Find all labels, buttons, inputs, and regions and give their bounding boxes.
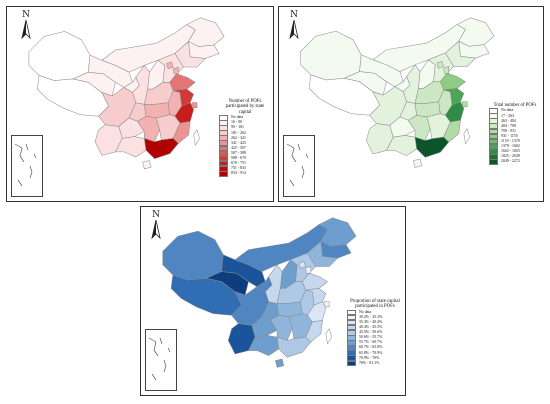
- legend-swatch: [347, 360, 356, 367]
- legend-label: 484 - 708: [501, 123, 516, 128]
- south-china-sea-inset: [145, 329, 177, 391]
- province-shanghai: [191, 102, 198, 109]
- legend-label: 341 - 425: [231, 140, 246, 145]
- legend-label: 90 - 181: [231, 125, 244, 130]
- province-gansu: [221, 254, 266, 287]
- province-shanghai: [323, 301, 330, 308]
- province-beijing: [298, 261, 306, 269]
- province-xinjiang: [162, 230, 224, 281]
- province-guangxi: [115, 136, 147, 158]
- legend-item: 76% - 81.1%: [347, 360, 403, 367]
- legend-title: Number of POFs participated by state cap…: [225, 99, 265, 115]
- legend-label: 262 - 341: [231, 135, 246, 140]
- legend-label: 931 - 1155: [501, 133, 518, 138]
- legend-label: 1155 - 1378: [501, 138, 520, 143]
- legend-label: 1378 - 1602: [501, 144, 520, 149]
- province-shanghai: [461, 101, 468, 108]
- province-fujian: [305, 320, 323, 343]
- legend-label: 35.3% - 40.4%: [359, 320, 383, 324]
- province-taiwan: [325, 328, 332, 345]
- legend-label: 76% - 81.1%: [359, 360, 380, 365]
- legend-label: 1825 - 2049: [501, 154, 520, 159]
- legend-item: 2049 - 2272: [489, 159, 541, 165]
- legend-label: 751 - 833: [231, 166, 246, 171]
- south-china-sea-inset: [283, 135, 315, 197]
- legend-label: 833 - 914: [231, 171, 246, 176]
- legend-label: 17 - 263: [501, 113, 514, 118]
- province-hainan: [413, 158, 423, 168]
- province-xinjiang: [300, 30, 362, 81]
- legend-label: 425 - 507: [231, 145, 246, 150]
- province-fujian: [172, 121, 191, 144]
- china-province-map: [28, 17, 225, 170]
- legend-label: 181 - 262: [231, 130, 246, 135]
- legend-label: 670 - 751: [231, 161, 246, 166]
- legend-label: 55.7% - 60.7%: [359, 340, 383, 345]
- legend-title: Proportion of state capital participated…: [350, 299, 400, 310]
- legend: Proportion of state capital participated…: [347, 299, 403, 367]
- province-beijing: [436, 61, 444, 69]
- province-tianjin: [305, 266, 311, 274]
- province-hainan: [275, 358, 285, 368]
- legend-label: 2049 - 2272: [501, 159, 520, 164]
- legend-label: 16 - 90: [231, 120, 243, 125]
- province-taiwan: [193, 129, 200, 146]
- province-gansu: [359, 54, 404, 87]
- province-guangdong: [276, 336, 312, 358]
- legend-label: 263 - 484: [501, 118, 516, 123]
- legend-title: Total number of POFs: [493, 103, 537, 108]
- province-taiwan: [463, 128, 470, 145]
- legend-label: 65.8% - 70.9%: [359, 350, 383, 355]
- legend-item: 833 - 914: [219, 171, 271, 177]
- north-arrow-icon: N: [21, 11, 31, 43]
- legend-label: 50.6% - 55.7%: [359, 335, 383, 340]
- province-beijing: [166, 61, 174, 70]
- province-guangxi: [248, 335, 280, 356]
- legend-label: 507 - 588: [231, 150, 246, 155]
- legend: Number of POFs participated by state cap…: [219, 99, 271, 177]
- legend-swatch: [219, 171, 228, 177]
- legend-label: 45.5% - 50.6%: [359, 330, 383, 335]
- map-panel-proportion-state-capital: N Proportion of state capital participat…: [140, 206, 406, 396]
- province-tianjin: [172, 66, 179, 75]
- province-fujian: [443, 120, 461, 143]
- china-province-map: [300, 17, 495, 168]
- province-guangxi: [386, 135, 418, 156]
- north-arrow-icon: N: [289, 11, 299, 43]
- legend-label: 30.2% - 35.3%: [359, 314, 383, 319]
- province-hainan: [142, 160, 152, 170]
- legend-label: No data: [231, 115, 244, 120]
- legend-swatch: [489, 159, 498, 165]
- province-guangdong: [414, 136, 450, 158]
- province-xinjiang: [28, 31, 91, 81]
- china-province-map: [162, 217, 357, 368]
- legend-label: No data: [501, 108, 514, 113]
- province-tianjin: [443, 66, 449, 74]
- legend-label: 1602 - 1825: [501, 149, 520, 154]
- legend-label: 40.4% - 45.5%: [359, 325, 383, 330]
- map-panel-state-capital-pofs: N Number of POFs participated by state c…: [6, 6, 274, 202]
- legend-label: 70.9% - 76%: [359, 355, 380, 360]
- legend-label: No data: [359, 309, 372, 314]
- legend-label: 60.7% - 65.8%: [359, 345, 383, 350]
- province-guangdong: [144, 137, 179, 160]
- north-arrow-icon: N: [151, 211, 161, 243]
- legend-label: 588 - 670: [231, 155, 246, 160]
- legend: Total number of POFs No data 17 - 263 263 …: [489, 103, 541, 165]
- legend-label: 708 - 931: [501, 128, 516, 133]
- south-china-sea-inset: [11, 135, 43, 197]
- province-gansu: [88, 54, 133, 88]
- map-panel-total-pofs: N Total number of POFs No data 17 - 263 26…: [278, 6, 544, 202]
